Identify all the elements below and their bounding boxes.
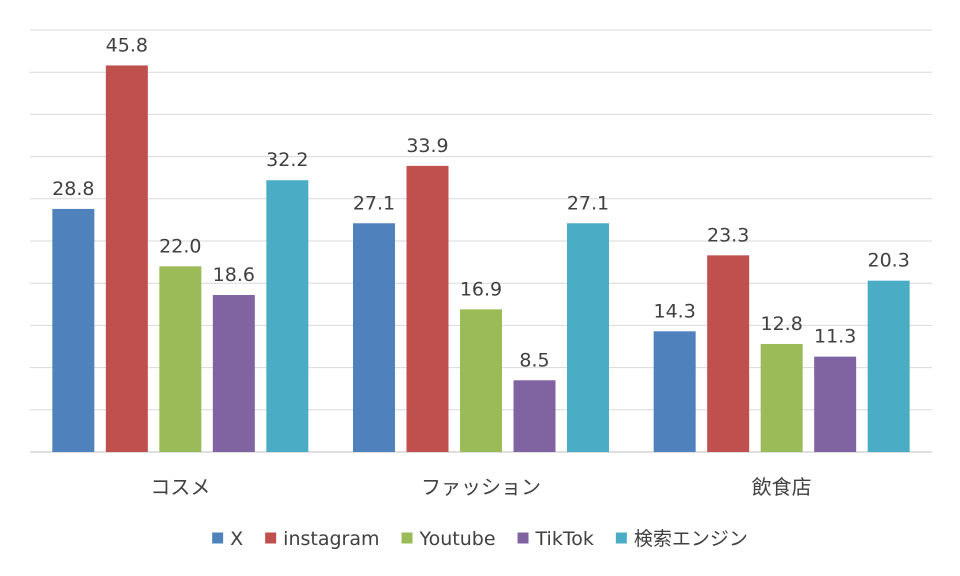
bar — [212, 295, 255, 452]
bar — [105, 65, 148, 452]
data-label: 20.3 — [868, 250, 910, 272]
bar — [159, 266, 202, 452]
data-label: 18.6 — [213, 264, 255, 286]
bar — [460, 309, 502, 452]
data-label: 14.3 — [654, 300, 696, 322]
legend-swatch — [212, 532, 224, 544]
bar — [353, 223, 395, 452]
value-labels: 28.8 45.8 22.0 18.6 32.2 27.1 33.9 16.9 8.5 27.1 1… — [52, 34, 910, 371]
legend-swatch — [517, 532, 529, 544]
category-labels: コスメ ファッション 飲食店 — [150, 475, 811, 499]
data-label: 16.9 — [460, 278, 502, 300]
data-label: 32.2 — [266, 149, 308, 171]
data-label: 28.8 — [52, 178, 94, 200]
bar — [707, 255, 750, 452]
bar — [760, 343, 803, 452]
bar — [406, 165, 449, 452]
legend-label: 検索エンジン — [634, 528, 748, 550]
category-label: 飲食店 — [752, 475, 812, 499]
bar — [653, 331, 696, 452]
legend-label: instagram — [283, 528, 379, 550]
data-label: 23.3 — [707, 224, 749, 246]
legend-swatch — [265, 532, 277, 544]
data-label: 27.1 — [353, 192, 395, 214]
legend-swatch — [615, 532, 627, 544]
data-label: 11.3 — [814, 326, 856, 348]
data-label: 45.8 — [106, 34, 148, 56]
category-label: コスメ — [150, 475, 210, 499]
data-label: 12.8 — [761, 313, 803, 335]
data-label: 22.0 — [159, 235, 201, 257]
legend-label: TikTok — [535, 528, 594, 550]
bar — [814, 356, 857, 452]
category-label: ファッション — [421, 475, 541, 499]
bar — [52, 208, 95, 452]
bar — [567, 223, 609, 452]
bar — [266, 180, 309, 452]
bar — [513, 380, 556, 452]
data-label: 8.5 — [519, 349, 549, 371]
data-label: 27.1 — [567, 192, 609, 214]
legend-swatch — [401, 532, 413, 544]
bar — [867, 280, 910, 452]
legend-label: X — [230, 528, 243, 550]
legend-label: Youtube — [419, 528, 496, 550]
data-label: 33.9 — [406, 135, 448, 157]
bars — [52, 65, 910, 452]
